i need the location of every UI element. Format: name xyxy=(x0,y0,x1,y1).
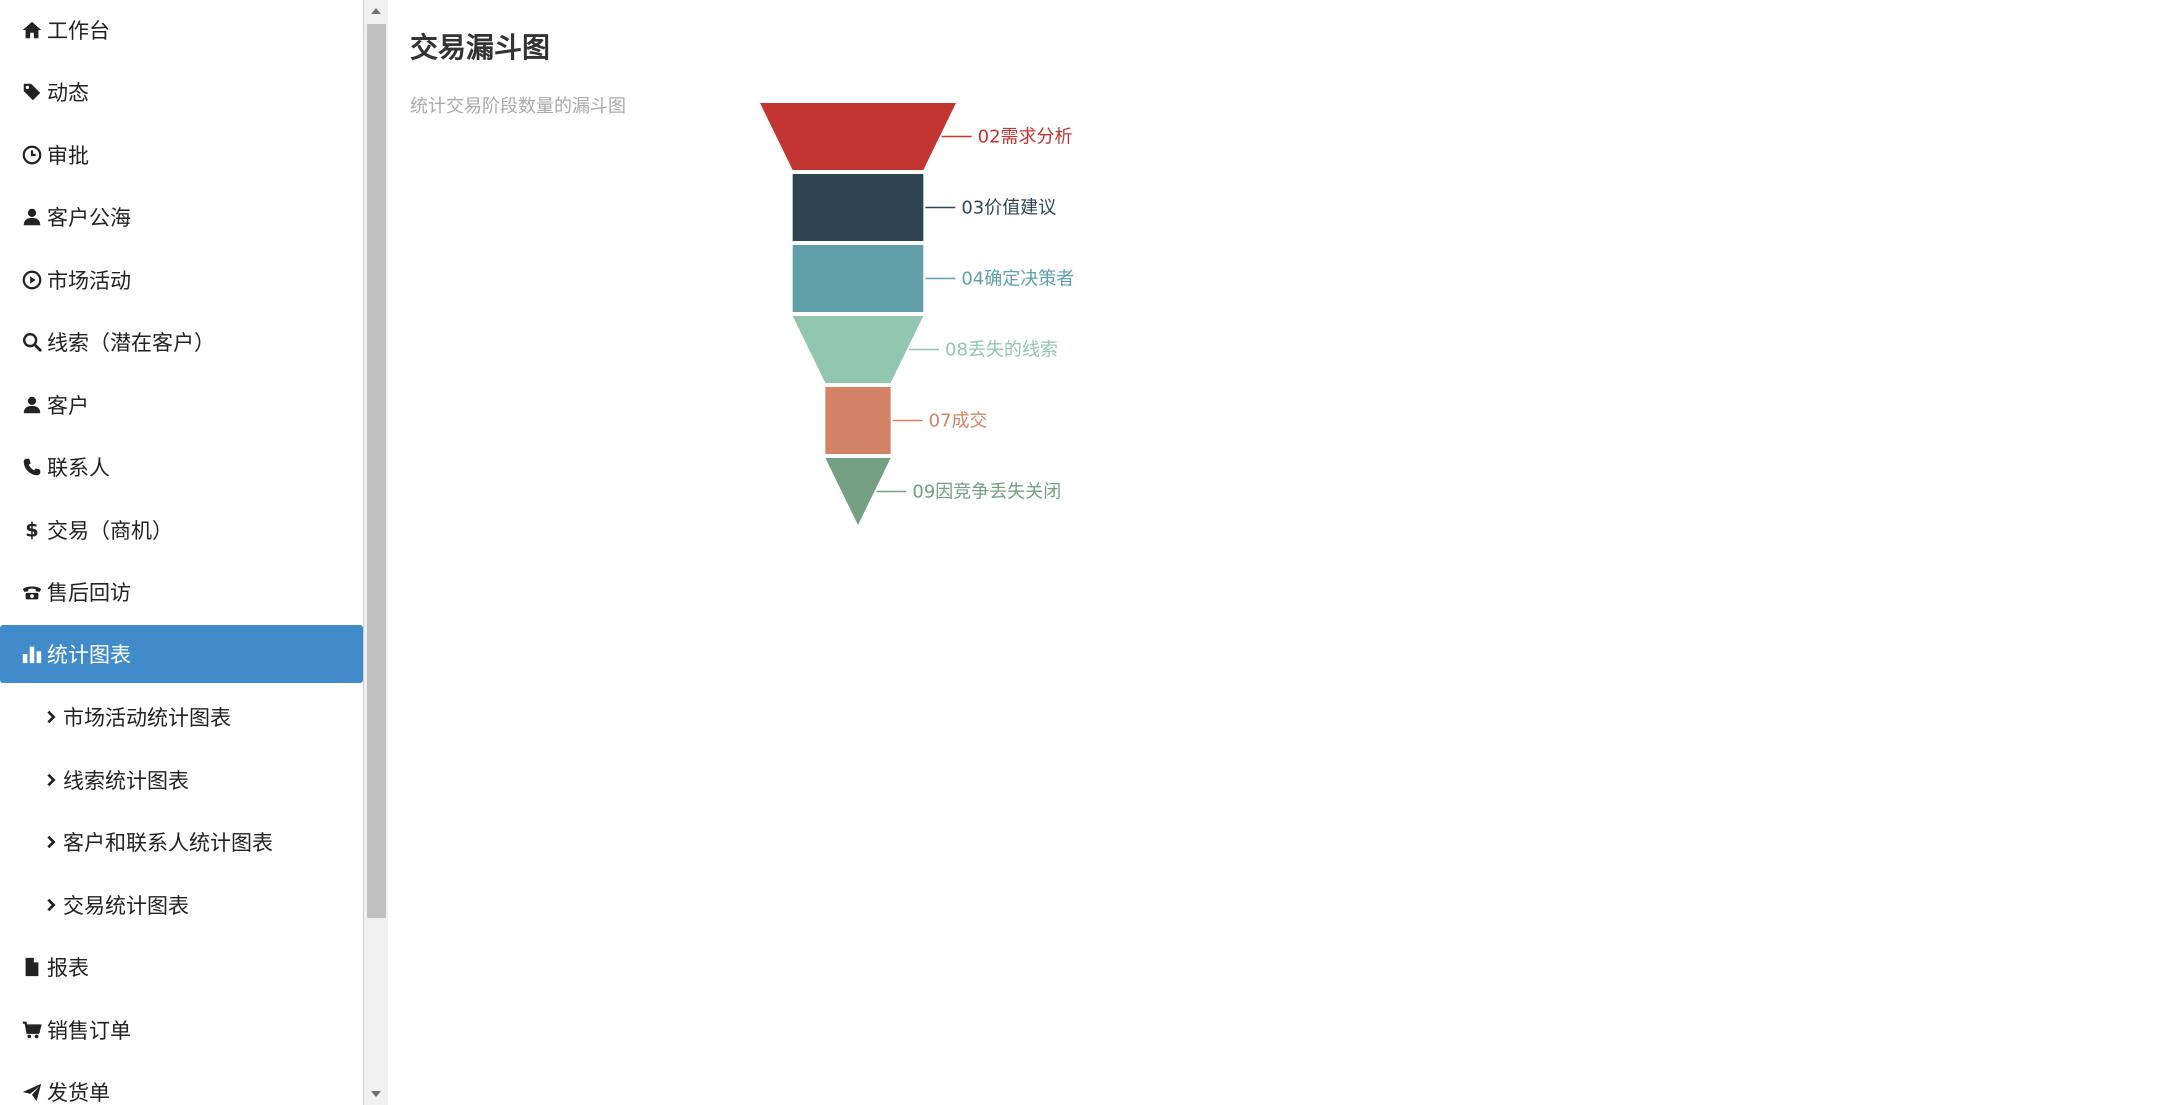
funnel-stage-3[interactable] xyxy=(792,245,924,312)
sidebar-item-17[interactable]: 发货单 xyxy=(0,1062,363,1105)
sidebar-item-label: 动态 xyxy=(47,81,89,105)
sidebar-item-10[interactable]: 统计图表 xyxy=(0,625,363,683)
divider xyxy=(388,0,390,1105)
funnel-label-6: 09因竞争丢失关闭 xyxy=(912,482,1061,503)
phone-alt-icon xyxy=(20,580,44,604)
sidebar-item-5[interactable]: 线索（潜在客户） xyxy=(0,312,363,372)
sidebar-item-label: 客户公海 xyxy=(47,206,131,230)
sidebar-item-7[interactable]: 联系人 xyxy=(0,437,363,497)
file-icon xyxy=(20,955,44,979)
main-content: 交易漏斗图 统计交易阶段数量的漏斗图 02需求分析 03价值建议 04确定决策者 08… xyxy=(390,0,2158,1105)
cart-icon xyxy=(20,1018,44,1042)
search-icon xyxy=(20,330,44,354)
user-icon xyxy=(20,393,44,417)
chevron-right-icon xyxy=(42,705,60,729)
sidebar-item-label: 客户和联系人统计图表 xyxy=(63,831,273,855)
funnel-stage-5[interactable] xyxy=(825,387,891,454)
sidebar-item-label: 客户 xyxy=(47,394,89,418)
funnel-stage-6[interactable] xyxy=(825,458,891,525)
chevron-right-icon xyxy=(42,893,60,917)
scroll-down-arrow-icon[interactable] xyxy=(364,1083,388,1105)
sidebar-item-label: 交易（商机） xyxy=(47,519,173,543)
sidebar-item-label: 售后回访 xyxy=(47,581,131,605)
funnel-stage-4[interactable] xyxy=(792,316,924,383)
sidebar-item-label: 工作台 xyxy=(47,19,110,43)
sidebar-item-label: 发货单 xyxy=(47,1081,110,1105)
funnel-label-3: 04确定决策者 xyxy=(961,269,1074,290)
sidebar-item-label: 线索统计图表 xyxy=(63,769,189,793)
funnel-stage-1[interactable] xyxy=(760,103,956,170)
sidebar-item-label: 审批 xyxy=(47,144,89,168)
funnel-label-1: 02需求分析 xyxy=(978,127,1073,148)
sidebar-subitem-11[interactable]: 市场活动统计图表 xyxy=(0,687,363,747)
sidebar-scrollbar[interactable] xyxy=(363,0,388,1105)
sidebar-item-label: 线索（潜在客户） xyxy=(47,331,215,355)
sidebar-item-label: 报表 xyxy=(47,956,89,980)
sidebar-subitem-13[interactable]: 客户和联系人统计图表 xyxy=(0,812,363,872)
scroll-thumb[interactable] xyxy=(367,24,386,918)
sidebar-item-4[interactable]: 市场活动 xyxy=(0,250,363,310)
sidebar-item-label: 市场活动统计图表 xyxy=(63,706,231,730)
sidebar-item-label: 统计图表 xyxy=(47,643,131,667)
svg-text:$: $ xyxy=(25,519,38,541)
sidebar-item-label: 销售订单 xyxy=(47,1019,131,1043)
sidebar-item-16[interactable]: 销售订单 xyxy=(0,1000,363,1060)
page-subtitle: 统计交易阶段数量的漏斗图 xyxy=(410,96,626,117)
stats-icon xyxy=(20,642,44,666)
play-circle-icon xyxy=(20,268,44,292)
send-icon xyxy=(20,1080,44,1104)
phone-icon xyxy=(20,455,44,479)
sidebar: 工作台动态审批客户公海市场活动线索（潜在客户） 客户联系人 $ 交易（商机） 售后回访统… xyxy=(0,0,363,1105)
sidebar-item-2[interactable]: 审批 xyxy=(0,125,363,185)
sidebar-item-label: 市场活动 xyxy=(47,269,131,293)
clock-icon xyxy=(20,143,44,167)
sidebar-item-0[interactable]: 工作台 xyxy=(0,0,363,60)
sidebar-item-label: 交易统计图表 xyxy=(63,894,189,918)
sidebar-item-15[interactable]: 报表 xyxy=(0,937,363,997)
funnel-chart: 02需求分析 03价值建议 04确定决策者 08丢失的线索 07成交 09因竞争丢失关闭 xyxy=(760,103,1074,525)
page-title: 交易漏斗图 xyxy=(410,31,551,64)
funnel-label-4: 08丢失的线索 xyxy=(945,340,1058,361)
sidebar-item-label: 联系人 xyxy=(47,456,110,480)
sidebar-item-9[interactable]: 售后回访 xyxy=(0,562,363,622)
scroll-up-arrow-icon[interactable] xyxy=(364,0,388,22)
home-icon xyxy=(20,18,44,42)
chevron-right-icon xyxy=(42,830,60,854)
chevron-right-icon xyxy=(42,768,60,792)
funnel-label-2: 03价值建议 xyxy=(961,198,1056,219)
tag-icon xyxy=(20,80,44,104)
sidebar-item-8[interactable]: $ 交易（商机） xyxy=(0,500,363,560)
sidebar-subitem-14[interactable]: 交易统计图表 xyxy=(0,875,363,935)
funnel-label-5: 07成交 xyxy=(929,411,988,432)
sidebar-item-3[interactable]: 客户公海 xyxy=(0,187,363,247)
sidebar-subitem-12[interactable]: 线索统计图表 xyxy=(0,750,363,810)
funnel-stage-2[interactable] xyxy=(792,174,924,241)
sidebar-item-1[interactable]: 动态 xyxy=(0,62,363,122)
dollar-icon: $ xyxy=(20,518,44,542)
sidebar-item-6[interactable]: 客户 xyxy=(0,375,363,435)
user-icon xyxy=(20,205,44,229)
